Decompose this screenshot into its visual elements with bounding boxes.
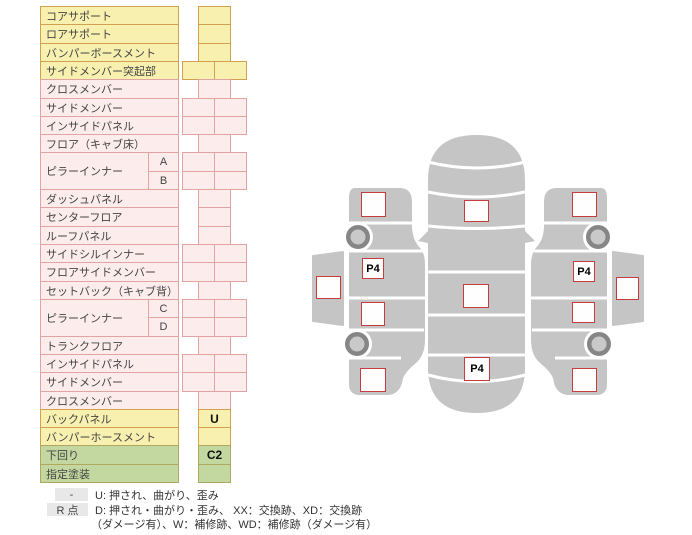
legend-line-3: （ダメージ有）、W：補修跡、WD：補修跡（ダメージ有） xyxy=(91,519,378,531)
damage-cell xyxy=(198,6,231,25)
damage-cell-left xyxy=(182,354,215,373)
car-diagram xyxy=(311,135,645,413)
part-label: コアサポート xyxy=(40,6,179,25)
damage-marker xyxy=(572,192,597,217)
damage-cell-left xyxy=(182,244,215,263)
damage-cell xyxy=(198,336,231,355)
damage-marker-p4: P4 xyxy=(464,357,490,381)
part-label: センターフロア xyxy=(40,207,179,227)
damage-cell xyxy=(198,207,231,227)
damage-cell-right xyxy=(214,98,247,117)
part-label: 下回り xyxy=(40,445,179,465)
part-sublabel: B xyxy=(148,171,179,190)
damage-cell xyxy=(198,427,231,446)
top-body xyxy=(428,135,525,413)
right-mirror-icon xyxy=(525,231,535,243)
damage-cell-left xyxy=(182,61,215,80)
part-sublabel: D xyxy=(148,317,179,337)
damage-cell xyxy=(198,391,231,410)
part-label: ロアサポート xyxy=(40,24,179,44)
damage-cell-right xyxy=(214,116,247,135)
damage-cell xyxy=(198,226,231,245)
part-label: トランクフロア xyxy=(40,336,179,355)
damage-cell-right xyxy=(214,372,247,392)
damage-cell-left xyxy=(182,98,215,117)
part-label: バンパーホースメント xyxy=(40,427,179,446)
part-label: クロスメンバー xyxy=(40,391,179,410)
top-view xyxy=(418,135,535,413)
damage-marker xyxy=(361,302,385,326)
damage-cell-left xyxy=(182,262,215,282)
damage-cell xyxy=(198,189,231,208)
part-label: インサイドパネル xyxy=(40,116,179,135)
legend-key-box-rpoint: R 点 xyxy=(47,503,88,517)
damage-cell-right xyxy=(214,61,247,80)
damage-marker xyxy=(616,277,639,300)
damage-cell-right xyxy=(214,317,247,337)
damage-cell-right xyxy=(214,152,247,172)
part-label: ルーフパネル xyxy=(40,226,179,245)
damage-cell-left xyxy=(182,317,215,337)
damage-cell-right xyxy=(214,299,247,318)
damage-cell-left xyxy=(182,171,215,190)
part-label: サイドメンバー突起部 xyxy=(40,61,179,80)
part-label: ダッシュパネル xyxy=(40,189,179,208)
part-sublabel: C xyxy=(148,299,179,318)
damage-cell-right xyxy=(214,244,247,263)
part-label: フロア（キャブ床） xyxy=(40,134,179,153)
part-label: フロアサイドメンバー xyxy=(40,262,179,282)
damage-cell xyxy=(198,24,231,44)
legend-line-2: D: 押され・曲がり・歪み、 XX：交換跡、XD：交換跡 xyxy=(95,505,363,517)
part-sublabel: A xyxy=(148,152,179,172)
damage-cell xyxy=(198,281,231,300)
damage-marker xyxy=(361,192,386,217)
damage-marker-p4: P4 xyxy=(362,258,384,279)
damage-cell-left xyxy=(182,152,215,172)
damage-marker xyxy=(463,284,489,308)
damage-marker xyxy=(572,368,597,392)
parts-table: コアサポート ロアサポート バンパーボースメント サイドメンバー突起部 クロスメンバーサ… xyxy=(40,6,250,484)
damage-cell-right xyxy=(214,171,247,190)
damage-cell xyxy=(198,134,231,153)
top-panel-lines xyxy=(427,160,526,383)
part-label: サイドシルインナー xyxy=(40,244,179,263)
part-label: ピラーインナー xyxy=(40,152,149,190)
part-label: ピラーインナー xyxy=(40,299,149,337)
damage-cell: U xyxy=(198,409,231,428)
damage-marker-p4: P4 xyxy=(573,261,595,282)
damage-cell xyxy=(198,464,231,483)
damage-marker xyxy=(360,368,386,392)
damage-cell-left xyxy=(182,299,215,318)
left-mirror-icon xyxy=(418,231,428,243)
damage-cell-right xyxy=(214,354,247,373)
damage-cell: C2 xyxy=(198,445,231,465)
damage-marker xyxy=(316,276,341,299)
legend-key-box-normal: - xyxy=(55,488,88,501)
damage-cell-right xyxy=(214,262,247,282)
damage-cell-left xyxy=(182,116,215,135)
damage-cell xyxy=(198,43,231,62)
damage-marker xyxy=(572,302,595,323)
part-label: 指定塗装 xyxy=(40,464,179,483)
part-label: セットバック（キャブ背） xyxy=(40,281,179,300)
part-label: サイドメンバー xyxy=(40,98,179,117)
damage-cell-left xyxy=(182,372,215,392)
part-label: クロスメンバー xyxy=(40,79,179,99)
part-label: バックパネル xyxy=(40,409,179,428)
damage-marker xyxy=(464,200,489,222)
part-label: サイドメンバー xyxy=(40,372,179,392)
part-label: バンパーボースメント xyxy=(40,43,179,62)
damage-cell xyxy=(198,79,231,99)
part-label: インサイドパネル xyxy=(40,354,179,373)
legend-line-1: U: 押され、曲がり、歪み xyxy=(95,490,219,502)
